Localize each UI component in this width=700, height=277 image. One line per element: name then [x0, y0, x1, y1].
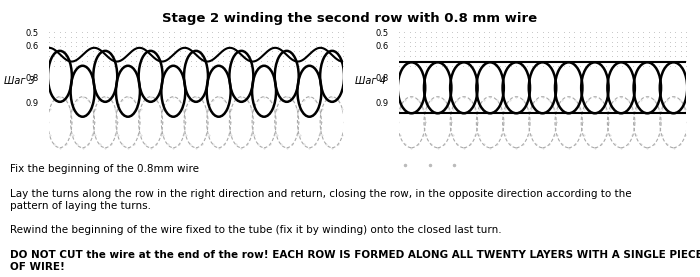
- Text: Stage 2 winding the second row with 0.8 mm wire: Stage 2 winding the second row with 0.8 …: [162, 12, 538, 24]
- Text: OF WIRE!: OF WIRE!: [10, 262, 65, 272]
- Text: 0.6: 0.6: [376, 42, 389, 51]
- Text: 0.5: 0.5: [376, 29, 389, 38]
- Text: 0.9: 0.9: [26, 99, 38, 107]
- Text: DO NOT CUT the wire at the end of the row! EACH ROW IS FORMED ALONG ALL TWENTY L: DO NOT CUT the wire at the end of the ro…: [10, 250, 700, 260]
- Text: Шаг 4: Шаг 4: [355, 76, 386, 86]
- Text: pattern of laying the turns.: pattern of laying the turns.: [10, 201, 151, 211]
- Text: 0.9: 0.9: [376, 99, 389, 107]
- Text: 0.5: 0.5: [26, 29, 38, 38]
- Text: Шаг 3: Шаг 3: [4, 76, 35, 86]
- Text: 0.8: 0.8: [25, 75, 38, 83]
- Text: Fix the beginning of the 0.8mm wire: Fix the beginning of the 0.8mm wire: [10, 164, 199, 174]
- Text: Lay the turns along the row in the right direction and return, closing the row, : Lay the turns along the row in the right…: [10, 189, 632, 199]
- Text: 0.8: 0.8: [376, 75, 389, 83]
- Text: Rewind the beginning of the wire fixed to the tube (fix it by winding) onto the : Rewind the beginning of the wire fixed t…: [10, 225, 502, 235]
- Text: 0.6: 0.6: [25, 42, 38, 51]
